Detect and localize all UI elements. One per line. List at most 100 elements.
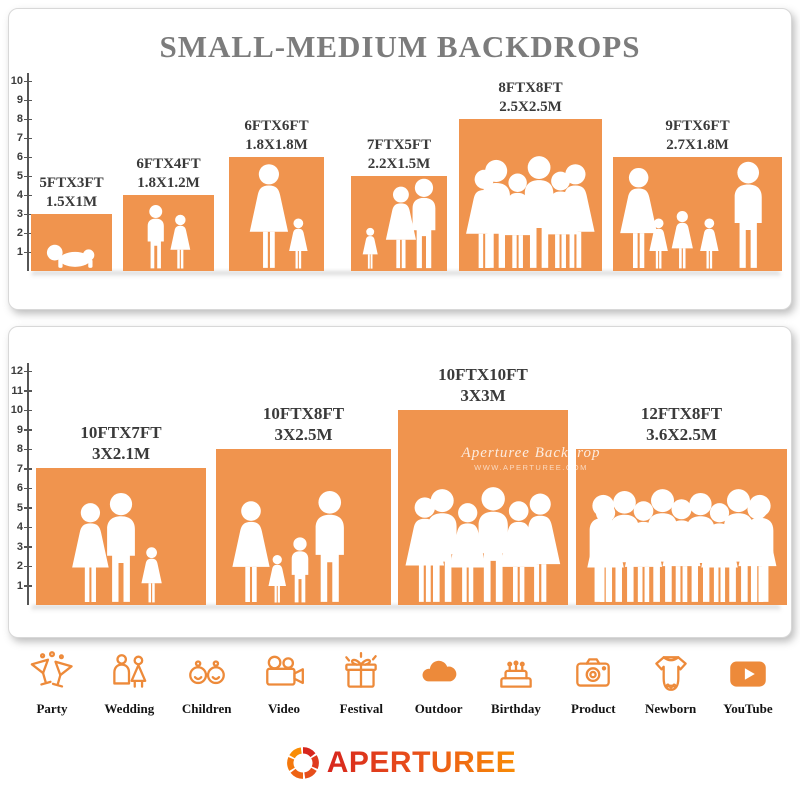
silhouette-group (46, 244, 95, 268)
backdrop-label: 6FTX6FT 1.8X1.8M (244, 117, 308, 155)
outdoor-icon (416, 650, 462, 696)
ruler-number: 4 (16, 521, 23, 533)
bars-top: 5FTX3FT 1.5X1M 6FTX4FT 1.8X1.2M 6FTX6FT 1.8X1… (9, 9, 791, 309)
category-label: Product (571, 701, 616, 716)
ruler-bottom: 1 2 3 4 5 6 7 8 9 10 11 12 (9, 327, 37, 637)
category-newborn[interactable]: Newborn (635, 650, 707, 717)
ruler-number: 4 (16, 189, 23, 201)
ruler-axis (27, 73, 29, 271)
backdrop-label: 12FTX8FT 3.6X2.5M (641, 403, 722, 446)
backdrop-label: 10FTX8FT 3X2.5M (263, 403, 344, 446)
backdrop-size-ft: 8FTX8FT (498, 80, 563, 96)
ruler-number: 1 (16, 246, 23, 258)
video-icon (261, 650, 307, 696)
backdrop-size-m: 2.2X1.5M (367, 155, 431, 172)
backdrop-bar (216, 449, 391, 605)
category-label: Video (267, 701, 300, 716)
ruler-number: 8 (16, 443, 23, 455)
ruler-number: 10 (10, 75, 23, 87)
category-birthday[interactable]: Birthday (480, 650, 552, 717)
ruler-number: 8 (16, 113, 23, 125)
ruler-number: 9 (16, 94, 23, 106)
category-youtube[interactable]: YouTube (712, 650, 784, 717)
party-icon (29, 650, 75, 696)
youtube-icon (725, 650, 771, 696)
ruler-number: 10 (10, 404, 23, 416)
category-festival[interactable]: Festival (325, 650, 397, 717)
backdrop-bar (229, 157, 324, 271)
backdrop-label: 6FTX4FT 1.8X1.2M (136, 155, 200, 193)
backdrop-size-ft: 10FTX8FT (262, 404, 345, 423)
category-label: Outdoor (414, 701, 463, 716)
page-title: SMALL-MEDIUM BACKDROPS (159, 29, 641, 64)
category-label: YouTube (723, 701, 773, 716)
backdrop-size-ft: 10FTX7FT (80, 423, 162, 442)
category-party[interactable]: Party (16, 650, 88, 717)
backdrop-size-ft: 6FTX6FT (244, 118, 309, 134)
backdrop-size-m: 2.7X1.8M (666, 136, 729, 153)
ruler-number: 6 (16, 151, 23, 163)
backdrop-label: 10FTX7FT 3X2.1M (80, 422, 161, 465)
category-product[interactable]: Product (557, 650, 629, 717)
brand-logo[interactable]: APERTUREE (0, 744, 800, 782)
panel-top: SMALL-MEDIUM BACKDROPS 1 2 3 4 5 6 7 8 9 10 5FTX3… (8, 8, 792, 310)
ruler-number: 1 (16, 579, 23, 592)
ruler-top: 1 2 3 4 5 6 7 8 9 10 (9, 9, 37, 309)
ruler-number: 5 (16, 170, 23, 182)
baseline-shadow (31, 271, 781, 280)
backdrop-size-ft: 12FTX8FT (640, 404, 723, 423)
backdrop-size-ft: 6FTX4FT (136, 156, 201, 172)
category-label: Newborn (644, 701, 697, 716)
backdrop-label: 9FTX6FT 2.7X1.8M (665, 117, 729, 155)
backdrop-size-m: 1.5X1M (45, 193, 98, 210)
backdrop-label: 10FTX10FT 3X3M (438, 364, 528, 407)
ruler-number: 3 (16, 540, 23, 553)
backdrop-size-ft: 9FTX6FT (665, 118, 730, 134)
backdrop-bar (31, 214, 112, 271)
bars-bottom: 10FTX7FT 3X2.1M 10FTX8FT 3X2.5M 10FTX10FT 3X3… (9, 327, 791, 637)
ruler-number: 7 (16, 462, 23, 475)
ruler-number: 3 (16, 208, 23, 220)
backdrop-size-m: 1.8X1.2M (137, 174, 200, 191)
ruler-number: 7 (16, 132, 23, 144)
aperture-icon (284, 744, 322, 782)
silhouette-group (362, 178, 436, 269)
backdrop-bar (36, 468, 206, 605)
backdrop-bar (576, 449, 787, 605)
ruler-number: 11 (11, 384, 23, 397)
backdrop-size-m: 3X2.1M (91, 444, 151, 464)
category-bar: Party Wedding Children (16, 650, 784, 717)
backdrop-bar (123, 195, 214, 271)
backdrop-size-ft: 10FTX10FT (438, 365, 528, 384)
backdrop-size-m: 2.5X2.5M (499, 98, 562, 115)
ruler-axis (27, 363, 29, 605)
backdrop-size-m: 1.8X1.8M (245, 136, 308, 153)
ruler-number: 5 (16, 501, 23, 514)
silhouette-group (466, 156, 595, 269)
festival-icon (338, 650, 384, 696)
backdrop-size-m: 3X2.5M (274, 425, 333, 445)
newborn-icon (648, 650, 694, 696)
category-wedding[interactable]: Wedding (93, 650, 165, 717)
silhouette-group (620, 161, 762, 269)
wedding-icon (106, 650, 152, 696)
silhouette-group (147, 205, 191, 269)
backdrop-bar (398, 410, 568, 605)
category-label: Party (36, 701, 68, 716)
category-outdoor[interactable]: Outdoor (403, 650, 475, 717)
category-label: Children (181, 701, 232, 716)
category-video[interactable]: Video (248, 650, 320, 717)
category-label: Birthday (491, 701, 541, 716)
silhouette-group (72, 492, 162, 603)
backdrop-label: 5FTX3FT 1.5X1M (39, 174, 103, 212)
category-children[interactable]: Children (171, 650, 243, 717)
backdrop-size-ft: 5FTX3FT (39, 175, 104, 191)
panel-bottom: 1 2 3 4 5 6 7 8 9 10 11 12 10FTX7FT 3X2.1M 10FTX8FT 3X… (8, 326, 792, 638)
ruler-number: 6 (16, 482, 23, 494)
baseline-shadow (31, 605, 781, 614)
product-icon (570, 650, 616, 696)
ruler-number: 9 (16, 423, 23, 436)
backdrop-bar (613, 157, 782, 271)
backdrop-size-m: 3X3M (460, 386, 506, 406)
backdrop-size-m: 3.6X2.5M (646, 425, 717, 445)
